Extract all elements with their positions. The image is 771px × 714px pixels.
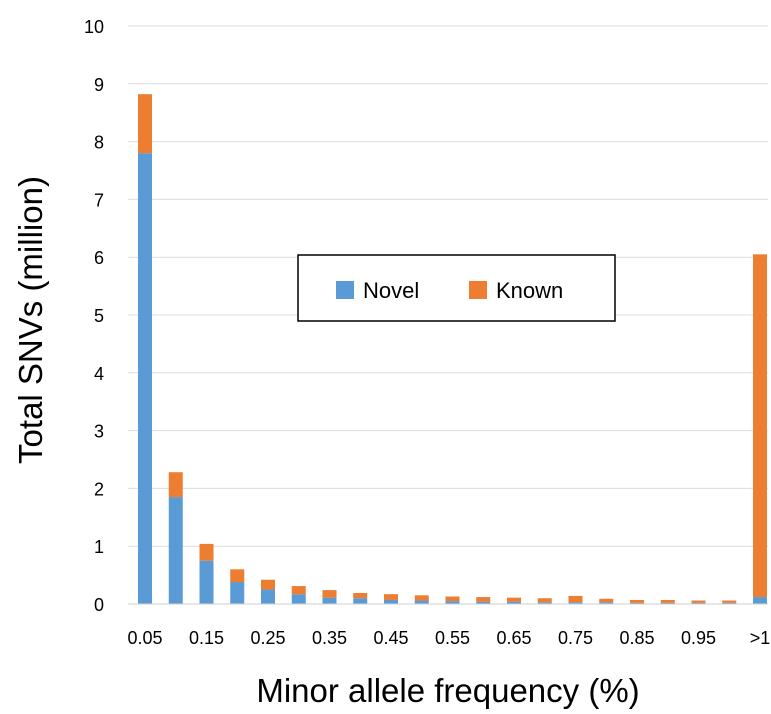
bar-group <box>261 579 275 604</box>
bar-group <box>722 600 737 604</box>
y-axis-title: Total SNVs (million) <box>12 176 49 464</box>
bar-known <box>691 600 706 603</box>
bar-group <box>414 595 429 604</box>
bar-known <box>445 596 460 602</box>
bar-novel <box>691 602 706 604</box>
x-tick-label: 0.05 <box>127 628 162 648</box>
legend-swatch-known <box>469 281 487 299</box>
bar-group <box>384 594 398 604</box>
bar-known <box>599 598 614 603</box>
x-tick-label: 0.45 <box>373 628 408 648</box>
bar-known <box>753 254 767 598</box>
bar-group <box>322 590 337 604</box>
bar-known <box>138 94 152 154</box>
bar-novel <box>537 602 552 604</box>
bar-known <box>660 599 675 603</box>
bar-group <box>507 597 521 604</box>
y-tick-label: 9 <box>94 75 104 95</box>
bar-group <box>660 599 675 604</box>
y-tick-label: 4 <box>94 364 104 384</box>
bar-known <box>722 600 737 603</box>
bar-known <box>414 595 429 601</box>
bar-known <box>630 599 644 603</box>
bar-novel <box>507 601 521 604</box>
bar-novel <box>414 600 429 604</box>
bars <box>138 94 767 604</box>
bar-group <box>691 600 706 604</box>
bar-group <box>753 254 767 604</box>
bar-novel <box>138 153 152 604</box>
bar-group <box>476 597 491 604</box>
bar-group <box>599 598 614 604</box>
bar-novel <box>660 602 675 604</box>
y-axis-ticks: 0 1 2 3 4 5 6 7 8 9 10 <box>84 17 104 615</box>
bar-novel <box>230 582 245 604</box>
y-tick-label: 0 <box>94 595 104 615</box>
bar-novel <box>568 602 583 604</box>
x-tick-label: 0.55 <box>435 628 470 648</box>
x-tick-label: 0.75 <box>558 628 593 648</box>
bar-group <box>537 598 552 604</box>
legend: Novel Known <box>297 254 616 322</box>
bar-known <box>353 593 368 599</box>
bar-group <box>568 595 583 604</box>
legend-swatch-novel <box>336 281 354 299</box>
bar-novel <box>322 597 337 604</box>
y-tick-label: 3 <box>94 422 104 442</box>
bar-known <box>230 569 245 583</box>
bar-known <box>384 594 398 600</box>
y-tick-label: 8 <box>94 133 104 153</box>
bar-known <box>322 590 337 598</box>
bar-novel <box>353 598 368 604</box>
x-tick-label: 0.95 <box>681 628 716 648</box>
y-tick-label: 2 <box>94 479 104 499</box>
x-axis-title: Minor allele frequency (%) <box>256 672 639 709</box>
bar-known <box>507 597 521 602</box>
x-tick-label: 0.85 <box>619 628 654 648</box>
x-tick-label: 0.15 <box>189 628 224 648</box>
bar-novel <box>630 602 644 604</box>
bar-group <box>168 472 183 604</box>
x-tick-label: 0.25 <box>250 628 285 648</box>
legend-label-known: Known <box>496 278 563 303</box>
bar-group <box>199 543 214 604</box>
bar-novel <box>261 589 275 604</box>
bar-novel <box>168 497 183 604</box>
bar-known <box>291 586 306 595</box>
legend-label-novel: Novel <box>363 278 419 303</box>
bar-known <box>537 598 552 603</box>
bar-known <box>568 595 583 603</box>
bar-novel <box>476 601 491 604</box>
bar-novel <box>291 594 306 604</box>
bar-novel <box>599 602 614 604</box>
bar-novel <box>753 597 767 604</box>
x-tick-label: >1 <box>750 628 771 648</box>
x-axis-ticks: 0.05 0.15 0.25 0.35 0.45 0.55 0.65 0.75 0.85 0.95… <box>127 628 770 648</box>
y-tick-label: 6 <box>94 248 104 268</box>
y-tick-label: 10 <box>84 17 104 37</box>
bar-novel <box>384 599 398 604</box>
x-tick-label: 0.65 <box>496 628 531 648</box>
bar-known <box>168 472 183 498</box>
bar-group <box>291 586 306 604</box>
bar-known <box>261 579 275 590</box>
y-tick-label: 7 <box>94 190 104 210</box>
bar-group <box>353 593 368 604</box>
bar-known <box>476 597 491 602</box>
bar-novel <box>722 602 737 604</box>
bar-group <box>138 94 152 604</box>
bar-known <box>199 543 214 561</box>
bar-group <box>630 599 644 604</box>
bar-novel <box>199 560 214 604</box>
y-tick-label: 5 <box>94 306 104 326</box>
bar-novel <box>445 601 460 604</box>
x-tick-label: 0.35 <box>312 628 347 648</box>
y-tick-label: 1 <box>94 537 104 557</box>
bar-group <box>230 569 245 604</box>
bar-group <box>445 596 460 604</box>
